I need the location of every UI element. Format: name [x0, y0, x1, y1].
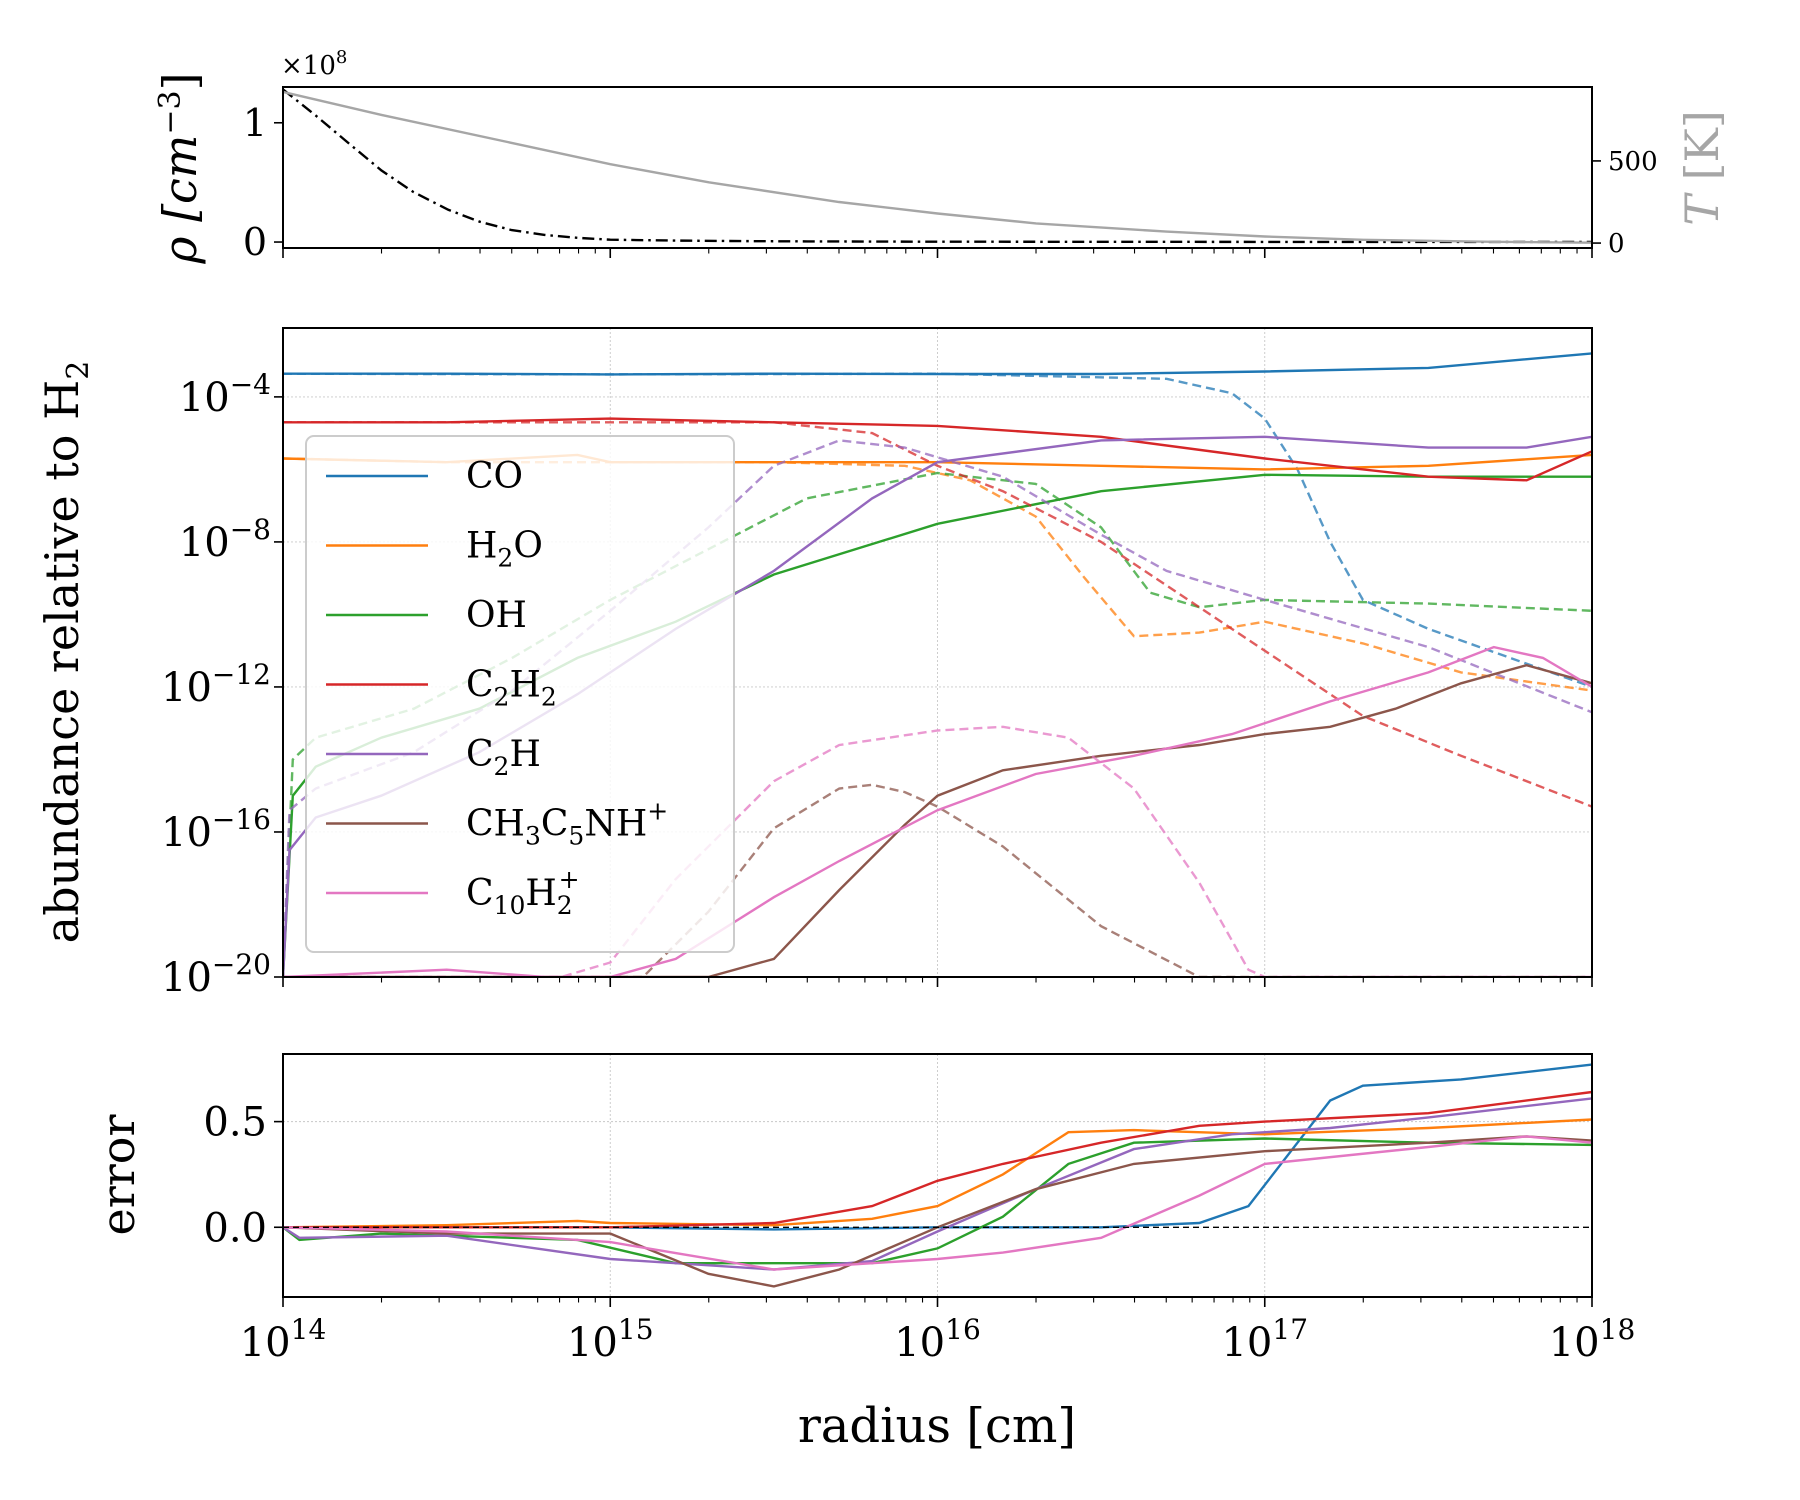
error-series-OH-line: [282, 1137, 1593, 1265]
bottom-xtick-label: 1017: [1221, 1313, 1308, 1366]
error-series-H2O-line: [282, 1118, 1593, 1229]
middle-panel: 10−4 10−8 10−12 10−16 10−20 abundance relativ…: [35, 327, 1593, 1001]
top-left-ytick-label: 1: [243, 101, 267, 145]
legend-label-CH3C5NH+: CH3C5NH+: [466, 797, 668, 851]
legend-label-H2O: H2O: [466, 526, 543, 573]
middle-ytick-label: 10−8: [179, 513, 271, 566]
bottom-xtick-label: 1014: [240, 1313, 327, 1366]
top-plot-frame: [282, 86, 1593, 249]
middle-ytick-label: 10−4: [179, 368, 271, 421]
legend-label-C2H: C2H: [466, 734, 541, 781]
legend-label-C2H2: C2H2: [466, 665, 557, 712]
top-multiplier: ×108: [281, 47, 347, 81]
middle-ytick-label: 10−20: [161, 948, 271, 1001]
middle-ytick-label: 10−16: [161, 803, 271, 856]
error-series-C2H-line: [282, 1097, 1593, 1271]
bottom-xtick-label: 1015: [567, 1313, 654, 1366]
legend-label-CO: CO: [466, 456, 523, 497]
bottom-xtick-label: 1016: [894, 1313, 981, 1366]
series-CO-dashed-line: [283, 372, 1592, 689]
top-left-ytick-label: 0: [243, 220, 267, 264]
top-right-ytick-label: 0: [1608, 229, 1625, 259]
middle-ylabel: abundance relative to H2: [35, 361, 96, 944]
top-left-ylabel: ρ [cm−3]: [153, 72, 207, 264]
bottom-xtick-label: 1018: [1549, 1313, 1636, 1366]
top-panel: 0 1 0 500 ×108 ρ [cm−3] T [K]: [153, 47, 1729, 265]
error-series-C10H2+-line: [282, 1135, 1593, 1271]
legend-label-C10H2+: C10H2+: [466, 865, 580, 920]
top-right-ylabel: T [K]: [1675, 110, 1729, 226]
bottom-xlabel: radius [cm]: [798, 1398, 1076, 1454]
series-C10H2+-solid-line: [283, 645, 1592, 977]
series-C2H2-dashed-line: [283, 421, 1592, 808]
legend-label-OH: OH: [466, 595, 527, 636]
bottom-panel: 0.0 0.5 error 1014 1015 1016 1017 1018 radius [c…: [91, 1053, 1636, 1454]
series-CH3C5NH+-solid-line: [283, 663, 1592, 977]
bottom-ylabel: error: [91, 1115, 145, 1236]
series-C2H2-solid-line: [283, 417, 1592, 482]
series-density-line: [282, 88, 1592, 244]
series-temperature-line: [282, 90, 1593, 244]
bottom-ytick-label: 0.0: [203, 1205, 267, 1251]
bottom-ytick-label: 0.5: [203, 1100, 267, 1146]
middle-ytick-label: 10−12: [161, 658, 271, 711]
top-right-ytick-label: 500: [1608, 147, 1658, 177]
